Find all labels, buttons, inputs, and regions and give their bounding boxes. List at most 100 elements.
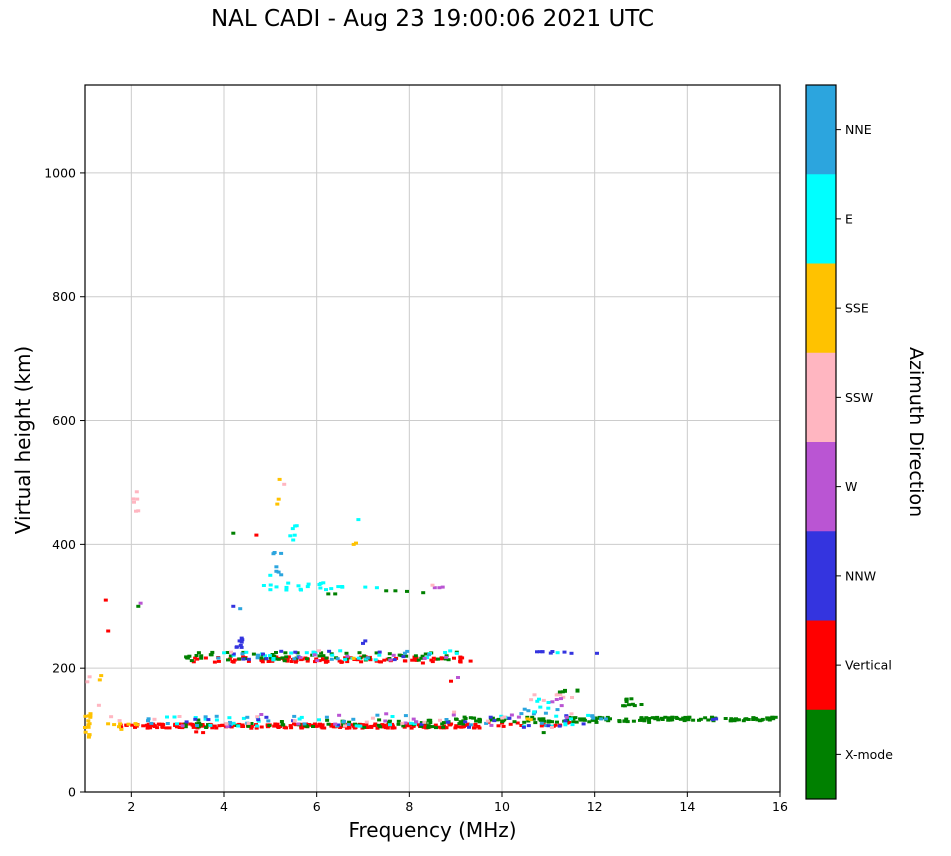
scatter-point	[458, 655, 463, 659]
scatter-point	[184, 720, 189, 724]
scatter-point	[264, 657, 269, 661]
scatter-point	[280, 656, 285, 660]
scatter-point	[723, 717, 728, 720]
scatter-point	[591, 716, 596, 720]
scatter-point	[255, 656, 260, 660]
scatter-point	[544, 724, 549, 728]
scatter-point	[274, 657, 278, 661]
scatter-point	[405, 649, 410, 653]
scatter-point	[420, 654, 425, 658]
scatter-point	[563, 689, 567, 693]
scatter-point	[414, 658, 419, 662]
colorbar-segment	[806, 531, 836, 621]
scatter-point	[172, 715, 177, 719]
scatter-point	[522, 707, 527, 711]
scatter-point	[496, 724, 501, 728]
scatter-point	[343, 658, 348, 662]
scatter-point	[181, 722, 186, 726]
scatter-point	[249, 722, 254, 725]
scatter-point	[326, 722, 331, 726]
scatter-point	[180, 726, 185, 730]
scatter-point	[276, 657, 281, 661]
scatter-point	[345, 660, 350, 664]
scatter-point	[348, 723, 353, 727]
scatter-point	[357, 651, 362, 655]
scatter-point	[214, 714, 219, 718]
scatter-point	[374, 651, 379, 655]
scatter-point	[365, 656, 370, 660]
scatter-point	[231, 721, 236, 725]
scatter-point	[206, 723, 210, 727]
scatter-point	[208, 723, 213, 727]
scatter-point	[274, 565, 279, 569]
scatter-point	[453, 726, 458, 730]
scatter-point	[508, 722, 513, 726]
scatter-point	[434, 726, 438, 730]
scatter-point	[106, 629, 111, 633]
scatter-point	[539, 724, 544, 728]
scatter-point	[351, 656, 356, 660]
scatter-point	[165, 722, 170, 725]
scatter-point	[686, 718, 691, 722]
scatter-point	[117, 725, 121, 729]
scatter-point	[543, 711, 548, 715]
scatter-point	[384, 712, 389, 716]
colorbar-segment	[806, 263, 836, 354]
scatter-point	[291, 538, 296, 542]
scatter-point	[570, 696, 574, 699]
scatter-point	[212, 660, 217, 664]
scatter-point	[317, 718, 321, 722]
scatter-point	[422, 657, 427, 660]
scatter-point	[241, 655, 246, 659]
scatter-point	[547, 719, 552, 723]
scatter-point	[299, 588, 303, 592]
scatter-point	[305, 725, 310, 729]
scatter-point	[590, 718, 595, 722]
scatter-point	[392, 658, 397, 662]
scatter-point	[681, 716, 686, 720]
scatter-point	[311, 725, 315, 728]
scatter-point	[411, 717, 416, 721]
scatter-point	[259, 713, 264, 716]
scatter-point	[184, 655, 189, 659]
scatter-point	[641, 718, 646, 722]
scatter-point	[706, 718, 711, 722]
scatter-point	[377, 660, 382, 664]
scatter-point	[374, 586, 379, 590]
scatter-point	[451, 713, 456, 717]
x-tick-label: 4	[220, 799, 228, 814]
scatter-point	[430, 660, 435, 664]
colorbar-tick-label: NNE	[845, 122, 872, 137]
scatter-point	[533, 721, 538, 725]
scatter-point	[401, 655, 406, 659]
scatter-point	[315, 659, 320, 663]
scatter-point	[288, 534, 293, 538]
x-tick-label: 16	[772, 799, 788, 814]
scatter-point	[419, 722, 424, 726]
scatter-point	[468, 659, 473, 663]
scatter-point	[362, 723, 367, 727]
scatter-point	[319, 651, 324, 655]
scatter-point	[432, 586, 437, 590]
scatter-point	[165, 715, 169, 719]
scatter-point	[377, 653, 382, 657]
scatter-point	[468, 716, 473, 720]
scatter-point	[96, 703, 101, 707]
scatter-point	[516, 715, 521, 719]
scatter-point	[485, 719, 490, 723]
scatter-point	[682, 719, 687, 723]
scatter-point	[390, 726, 395, 730]
scatter-point	[224, 722, 229, 726]
scatter-point	[559, 697, 563, 701]
scatter-point	[193, 717, 198, 721]
scatter-point	[539, 721, 544, 725]
scatter-point	[529, 698, 534, 702]
scatter-point	[639, 716, 644, 720]
scatter-point	[278, 725, 282, 728]
scatter-point	[413, 656, 418, 660]
scatter-point	[87, 733, 92, 737]
scatter-point	[391, 653, 396, 657]
scatter-point	[535, 650, 539, 654]
